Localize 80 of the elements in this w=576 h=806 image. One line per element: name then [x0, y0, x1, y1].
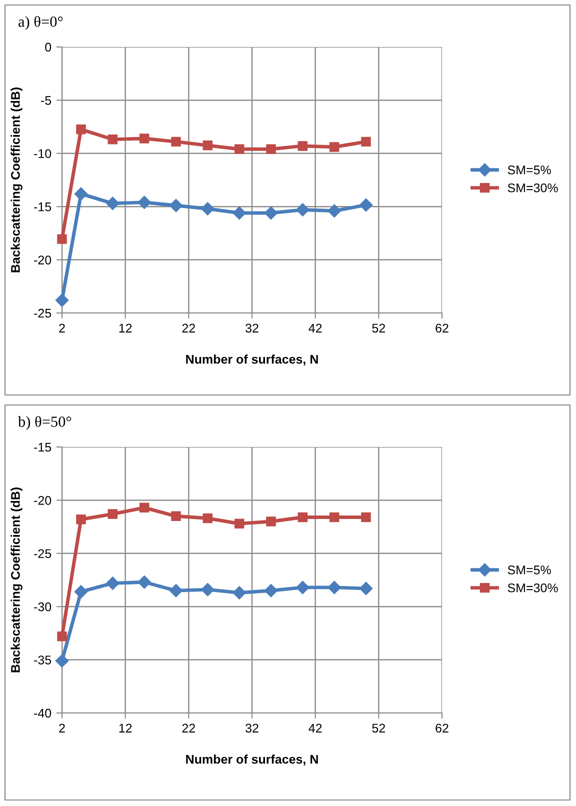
x-tick-label: 2 — [59, 324, 65, 332]
x-tick-label: 62 — [436, 724, 448, 733]
legend-label: SM=5% — [508, 566, 551, 574]
y-axis-title: Backscattering Coefficient (dB) — [10, 88, 22, 272]
x-axis-title: Number of surfaces, N — [186, 354, 318, 366]
x-tick-label: 12 — [119, 724, 132, 732]
point — [361, 512, 371, 522]
point — [234, 144, 244, 154]
y-tick-label: -35 — [34, 656, 52, 664]
point — [264, 206, 278, 220]
point — [76, 514, 86, 524]
legend-label: SM=5% — [508, 166, 551, 174]
x-tick-label: 2 — [59, 724, 65, 732]
point — [329, 142, 340, 152]
point — [139, 502, 150, 513]
chart-title: a) θ=0° — [18, 16, 63, 30]
point — [74, 585, 88, 598]
y-tick-label: -25 — [34, 308, 52, 318]
point — [298, 141, 308, 151]
point — [298, 512, 308, 522]
x-axis-title: Number of surfaces, N — [186, 754, 318, 766]
point — [171, 511, 181, 522]
point — [106, 196, 120, 210]
legend-label: SM=30% — [508, 183, 558, 192]
x-tick-label: 32 — [246, 724, 258, 733]
point — [108, 134, 118, 144]
y-tick-label: -5 — [41, 96, 52, 105]
point — [138, 196, 151, 209]
point — [201, 582, 214, 596]
point — [76, 124, 86, 134]
point — [57, 234, 67, 244]
y-tick-label: -10 — [34, 149, 52, 158]
point — [359, 582, 373, 596]
chart-title: b) θ=50° — [18, 416, 72, 430]
point — [57, 632, 67, 642]
y-tick-label: -40 — [34, 708, 52, 718]
point — [106, 576, 120, 590]
y-tick-label: -20 — [34, 256, 52, 264]
x-tick-label: 22 — [182, 324, 195, 332]
x-tick-label: 62 — [436, 324, 448, 333]
x-tick-label: 12 — [119, 324, 132, 332]
y-tick-label: -15 — [34, 202, 52, 212]
point — [232, 206, 246, 220]
point — [264, 584, 278, 598]
y-tick-label: -30 — [34, 602, 52, 612]
point — [74, 187, 88, 200]
y-tick-label: -15 — [34, 442, 52, 452]
point — [234, 518, 244, 528]
y-tick-label: 0 — [45, 42, 52, 52]
point — [169, 584, 183, 598]
point — [201, 202, 214, 216]
point — [296, 203, 310, 216]
point — [266, 144, 276, 154]
point — [359, 198, 373, 212]
legend-label: SM=30% — [508, 583, 558, 592]
x-tick-label: 42 — [308, 324, 322, 332]
y-axis-title: Backscattering Coefficient (dB) — [10, 488, 22, 672]
x-tick-label: 52 — [372, 724, 385, 733]
point — [55, 294, 69, 307]
point — [202, 513, 213, 524]
point — [108, 509, 118, 519]
point — [55, 654, 69, 668]
point — [361, 136, 371, 147]
x-tick-label: 52 — [372, 324, 385, 333]
x-tick-label: 42 — [308, 724, 322, 732]
point — [171, 136, 181, 147]
x-tick-label: 22 — [182, 724, 195, 732]
point — [329, 512, 340, 522]
y-tick-label: -20 — [34, 496, 52, 505]
point — [266, 516, 276, 526]
point — [232, 586, 246, 600]
point — [139, 134, 150, 144]
point — [296, 580, 310, 594]
point — [328, 204, 341, 218]
point — [202, 140, 213, 150]
point — [328, 580, 341, 594]
point — [138, 576, 151, 589]
y-tick-label: -25 — [34, 549, 52, 558]
point — [169, 198, 183, 212]
x-tick-label: 32 — [246, 324, 258, 333]
